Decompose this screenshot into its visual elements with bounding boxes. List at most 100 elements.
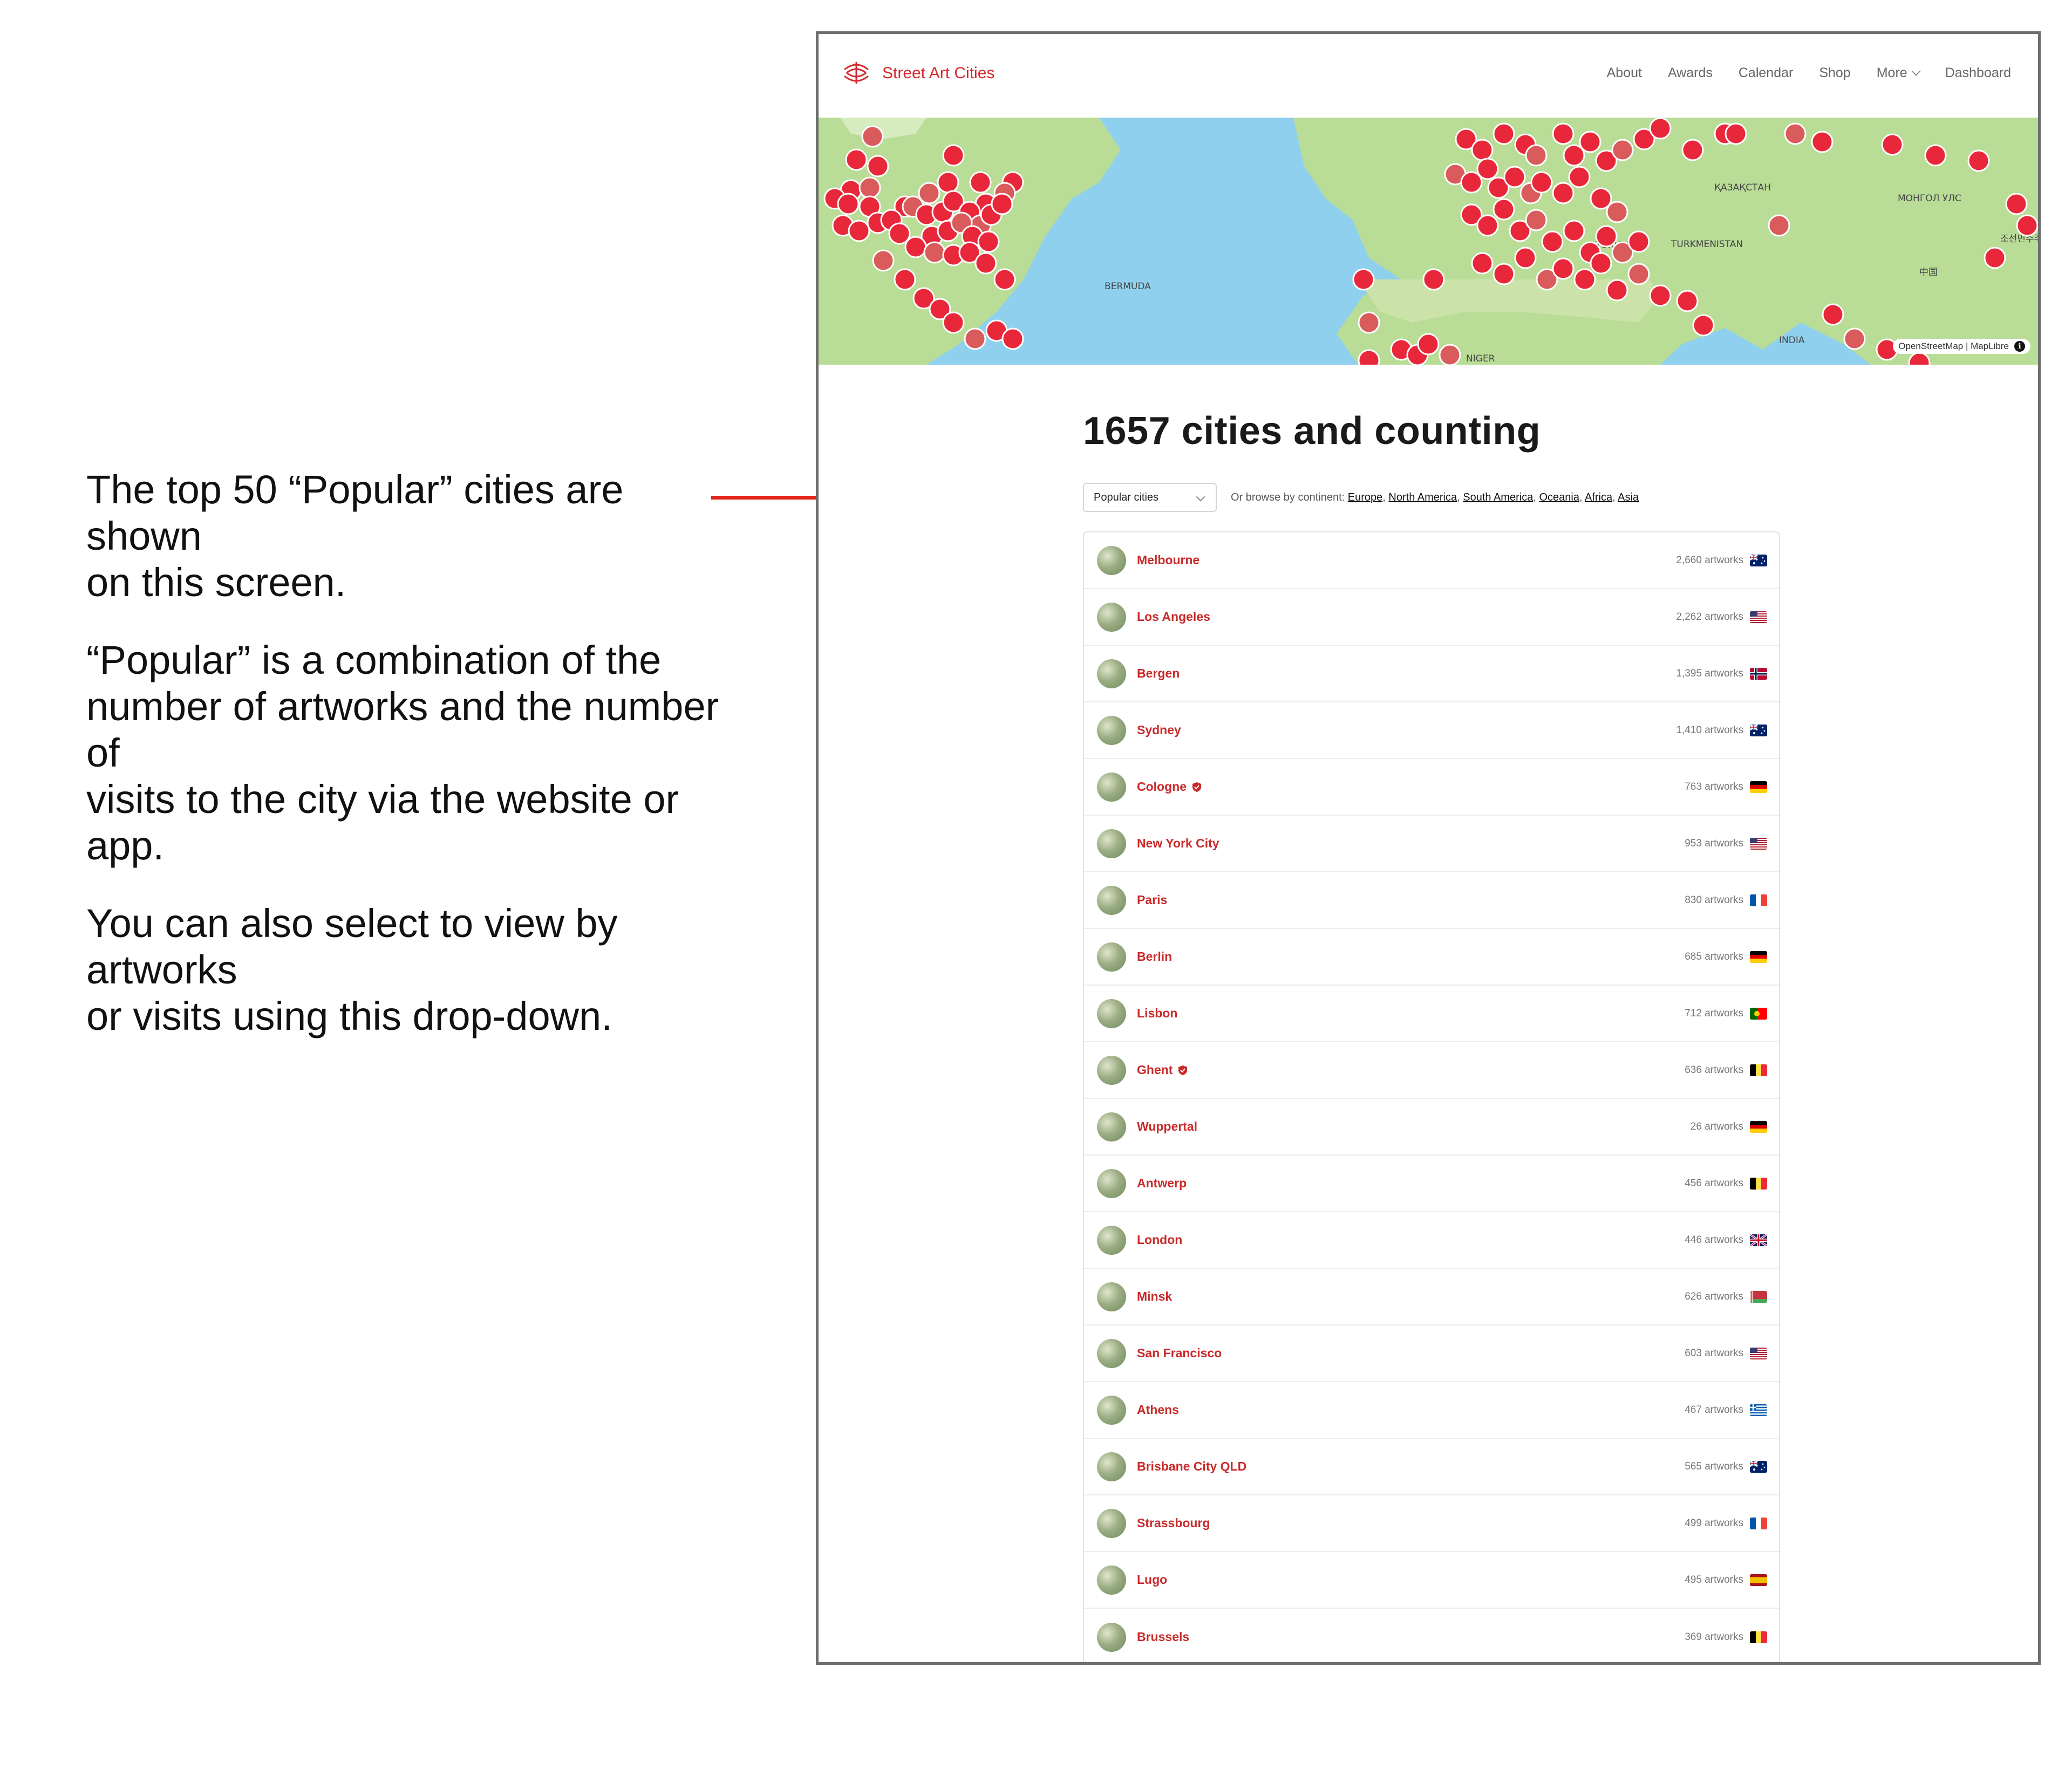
city-row[interactable]: London 446 artworks bbox=[1084, 1212, 1779, 1269]
map-marker[interactable] bbox=[993, 268, 1016, 291]
map-marker[interactable] bbox=[977, 230, 1000, 253]
map-marker[interactable] bbox=[894, 268, 916, 291]
map-marker[interactable] bbox=[1573, 268, 1596, 291]
map-marker[interactable] bbox=[845, 148, 868, 171]
city-row[interactable]: Berlin 685 artworks bbox=[1084, 929, 1779, 986]
continent-link-south-america[interactable]: South America bbox=[1463, 491, 1533, 503]
map-marker[interactable] bbox=[1681, 139, 1704, 161]
map-marker[interactable] bbox=[1676, 290, 1699, 312]
attribution-text[interactable]: OpenStreetMap | MapLibre bbox=[1898, 341, 2009, 351]
brand-name[interactable]: Street Art Cities bbox=[882, 64, 995, 82]
map-marker[interactable] bbox=[1471, 252, 1494, 275]
city-row[interactable]: Strassbourg 499 artworks bbox=[1084, 1495, 1779, 1552]
city-name-link[interactable]: Athens bbox=[1137, 1403, 1179, 1417]
map-marker[interactable] bbox=[1843, 327, 1866, 350]
city-row[interactable]: Antwerp 456 artworks bbox=[1084, 1156, 1779, 1212]
city-row[interactable]: San Francisco 603 artworks bbox=[1084, 1325, 1779, 1382]
map-marker[interactable] bbox=[1967, 149, 1990, 172]
map-marker[interactable] bbox=[1633, 128, 1655, 151]
city-row[interactable]: Brussels 369 artworks bbox=[1084, 1609, 1779, 1662]
map-marker[interactable] bbox=[904, 236, 927, 258]
map-marker[interactable] bbox=[1822, 303, 1844, 326]
map-marker[interactable] bbox=[2005, 193, 2028, 215]
map-marker[interactable] bbox=[1358, 349, 1380, 365]
map-marker[interactable] bbox=[867, 155, 889, 177]
map-marker[interactable] bbox=[1924, 144, 1947, 167]
nav-awards[interactable]: Awards bbox=[1667, 65, 1713, 80]
continent-link-europe[interactable]: Europe bbox=[1347, 491, 1383, 503]
map-marker[interactable] bbox=[1768, 214, 1790, 237]
map-marker[interactable] bbox=[1352, 268, 1375, 291]
map-marker[interactable] bbox=[937, 171, 959, 194]
nav-shop[interactable]: Shop bbox=[1819, 65, 1851, 80]
city-name-link[interactable]: Minsk bbox=[1137, 1289, 1173, 1303]
map-marker[interactable] bbox=[1611, 241, 1634, 264]
map-marker[interactable] bbox=[1492, 263, 1515, 285]
city-name-link[interactable]: Antwerp bbox=[1137, 1176, 1187, 1190]
city-row[interactable]: Brisbane City QLD 565 artworks bbox=[1084, 1439, 1779, 1495]
map-marker[interactable] bbox=[848, 220, 870, 242]
map-marker[interactable] bbox=[1455, 128, 1477, 151]
city-name-link[interactable]: Bergen bbox=[1137, 666, 1180, 680]
map-marker[interactable] bbox=[1563, 220, 1585, 242]
city-name-link[interactable]: Wuppertal bbox=[1137, 1119, 1198, 1133]
map-marker[interactable] bbox=[1001, 327, 1024, 350]
city-row[interactable]: Lugo 495 artworks bbox=[1084, 1552, 1779, 1609]
map-marker[interactable] bbox=[1606, 279, 1628, 302]
city-name-link[interactable]: Lisbon bbox=[1137, 1006, 1178, 1020]
map-marker[interactable] bbox=[1417, 333, 1440, 356]
map-marker[interactable] bbox=[1552, 257, 1575, 280]
nav-calendar[interactable]: Calendar bbox=[1738, 65, 1794, 80]
map-marker[interactable] bbox=[872, 249, 895, 272]
map-marker[interactable] bbox=[1590, 187, 1612, 210]
nav-more[interactable]: More bbox=[1877, 65, 1921, 81]
map-marker[interactable] bbox=[1606, 201, 1628, 223]
map-marker[interactable] bbox=[1460, 171, 1483, 194]
world-map[interactable]: BERMUDA ҚАЗАҚСТАН TURKMENISTAN МОНГОЛ УЛ… bbox=[819, 118, 2038, 365]
map-marker[interactable] bbox=[1514, 247, 1537, 269]
city-row[interactable]: New York City 953 artworks bbox=[1084, 816, 1779, 872]
map-canvas[interactable]: BERMUDA ҚАЗАҚСТАН TURKMENISTAN МОНГОЛ УЛ… bbox=[819, 118, 2038, 365]
city-row[interactable]: Sydney 1,410 artworks bbox=[1084, 702, 1779, 759]
map-marker[interactable] bbox=[1487, 176, 1510, 199]
city-row[interactable]: Cologne 763 artworks bbox=[1084, 759, 1779, 816]
map-marker[interactable] bbox=[1525, 209, 1548, 231]
map-marker[interactable] bbox=[1784, 122, 1807, 145]
nav-about[interactable]: About bbox=[1606, 65, 1642, 80]
map-marker[interactable] bbox=[1649, 284, 1672, 307]
map-marker[interactable] bbox=[1536, 268, 1558, 291]
city-name-link[interactable]: Strassbourg bbox=[1137, 1516, 1210, 1530]
city-row[interactable]: Wuppertal 26 artworks bbox=[1084, 1099, 1779, 1156]
city-name-link[interactable]: Paris bbox=[1137, 893, 1168, 907]
map-marker[interactable] bbox=[861, 125, 884, 148]
map-marker[interactable] bbox=[1552, 182, 1575, 204]
city-row[interactable]: Ghent 636 artworks bbox=[1084, 1042, 1779, 1099]
nav-dashboard[interactable]: Dashboard bbox=[1945, 65, 2011, 80]
map-marker[interactable] bbox=[2016, 214, 2038, 237]
map-marker[interactable] bbox=[1611, 139, 1634, 161]
city-name-link[interactable]: San Francisco bbox=[1137, 1346, 1222, 1360]
city-markers[interactable] bbox=[823, 118, 2038, 365]
city-name-link[interactable]: Sydney bbox=[1137, 723, 1181, 737]
continent-link-oceania[interactable]: Oceania bbox=[1539, 491, 1579, 503]
continent-link-africa[interactable]: Africa bbox=[1584, 491, 1613, 503]
map-marker[interactable] bbox=[1492, 198, 1515, 221]
map-marker[interactable] bbox=[1525, 144, 1548, 167]
map-marker[interactable] bbox=[837, 193, 860, 215]
map-marker[interactable] bbox=[929, 298, 951, 320]
map-marker[interactable] bbox=[1492, 122, 1515, 145]
map-marker[interactable] bbox=[1471, 139, 1494, 161]
map-marker[interactable] bbox=[1503, 166, 1526, 188]
map-marker[interactable] bbox=[923, 241, 946, 264]
map-marker[interactable] bbox=[1590, 252, 1612, 275]
map-marker[interactable] bbox=[1460, 203, 1483, 226]
city-name-link[interactable]: Lugo bbox=[1137, 1573, 1168, 1587]
map-marker[interactable] bbox=[1509, 220, 1531, 242]
map-marker[interactable] bbox=[1595, 225, 1618, 248]
city-row[interactable]: Paris 830 artworks bbox=[1084, 872, 1779, 929]
city-name-link[interactable]: Berlin bbox=[1137, 949, 1173, 963]
map-marker[interactable] bbox=[1358, 311, 1380, 334]
map-marker[interactable] bbox=[1530, 171, 1553, 194]
map-marker[interactable] bbox=[1595, 149, 1618, 172]
map-marker[interactable] bbox=[1541, 230, 1564, 253]
